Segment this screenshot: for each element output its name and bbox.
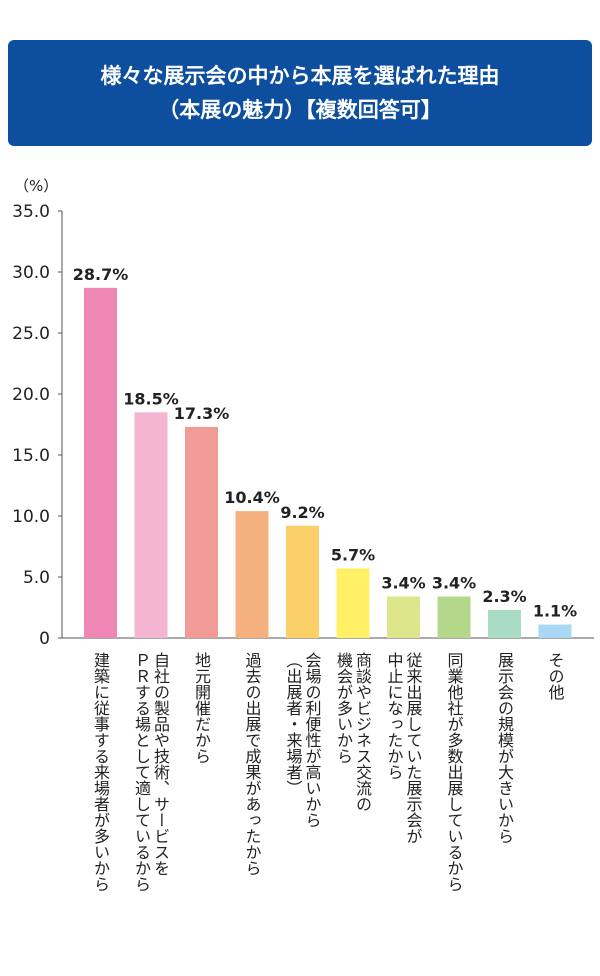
y-tick-label: 10.0 xyxy=(12,507,50,527)
data-label: 10.4% xyxy=(224,488,280,507)
chart-title-box: 様々な展示会の中から本展を選ばれた理由 （本展の魅力）【複数回答可】 xyxy=(8,40,592,146)
data-label: 2.3% xyxy=(482,587,526,606)
y-tick-label: 15.0 xyxy=(12,446,50,466)
data-labels-group: 28.7% 18.5%17.3% 10.4%9.2% 5.7% 3.4% 3.4% 2.3%… xyxy=(73,265,577,621)
y-axis-unit-label: （%） xyxy=(14,177,58,195)
bar xyxy=(437,596,471,638)
bar xyxy=(134,412,168,638)
bar xyxy=(488,609,521,638)
y-tick-label: 30.0 xyxy=(12,263,50,283)
category-label: 従来出展していた展示会が 中止になったから xyxy=(384,652,423,844)
category-label: 建築に従事する来場者が多いから xyxy=(91,652,110,892)
data-label: 9.2% xyxy=(280,503,324,522)
bar xyxy=(84,287,117,638)
y-axis-ticks: 35.0 30.0 25.0 20.0 15.0 10.0 5.0 0 xyxy=(12,202,62,649)
data-label: 17.3% xyxy=(174,404,230,423)
category-label: 地元開催だから xyxy=(192,652,211,764)
chart-title-line-1: 様々な展示会の中から本展を選ばれた理由 xyxy=(100,64,500,88)
y-tick-label: 0 xyxy=(39,629,50,649)
category-label: その他 xyxy=(545,652,565,700)
data-label: 18.5% xyxy=(123,389,179,408)
data-label: 3.4% xyxy=(381,574,425,593)
y-tick-label: 25.0 xyxy=(12,324,50,344)
category-label: 商談やビジネス交流の 機会が多いから xyxy=(334,652,372,812)
bar xyxy=(286,525,319,638)
bar xyxy=(538,624,572,638)
y-tick-label: 20.0 xyxy=(12,385,50,405)
category-label: 自社の製品や技術、サービスを ＰＲする場として適しているから xyxy=(132,652,170,892)
data-label: 5.7% xyxy=(331,545,375,564)
chart-title-line-2: （本展の魅力）【複数回答可】 xyxy=(158,98,442,122)
bar xyxy=(336,568,370,638)
data-label: 28.7% xyxy=(73,265,129,284)
bars-group xyxy=(84,287,572,638)
bar xyxy=(387,596,420,638)
data-label: 1.1% xyxy=(533,602,577,621)
category-label: 同業他社が多数出展しているから xyxy=(444,652,464,892)
bar xyxy=(185,426,218,638)
data-label: 3.4% xyxy=(432,574,476,593)
category-label: 過去の出展で成果があったから xyxy=(242,652,262,876)
y-tick-label: 35.0 xyxy=(12,202,50,222)
y-tick-label: 5.0 xyxy=(23,568,50,588)
category-label: 展示会の規模が大きいから xyxy=(495,652,514,844)
bar xyxy=(235,511,269,638)
category-label: 会場の利便性が高いから （出展者・来場者） xyxy=(283,652,322,828)
